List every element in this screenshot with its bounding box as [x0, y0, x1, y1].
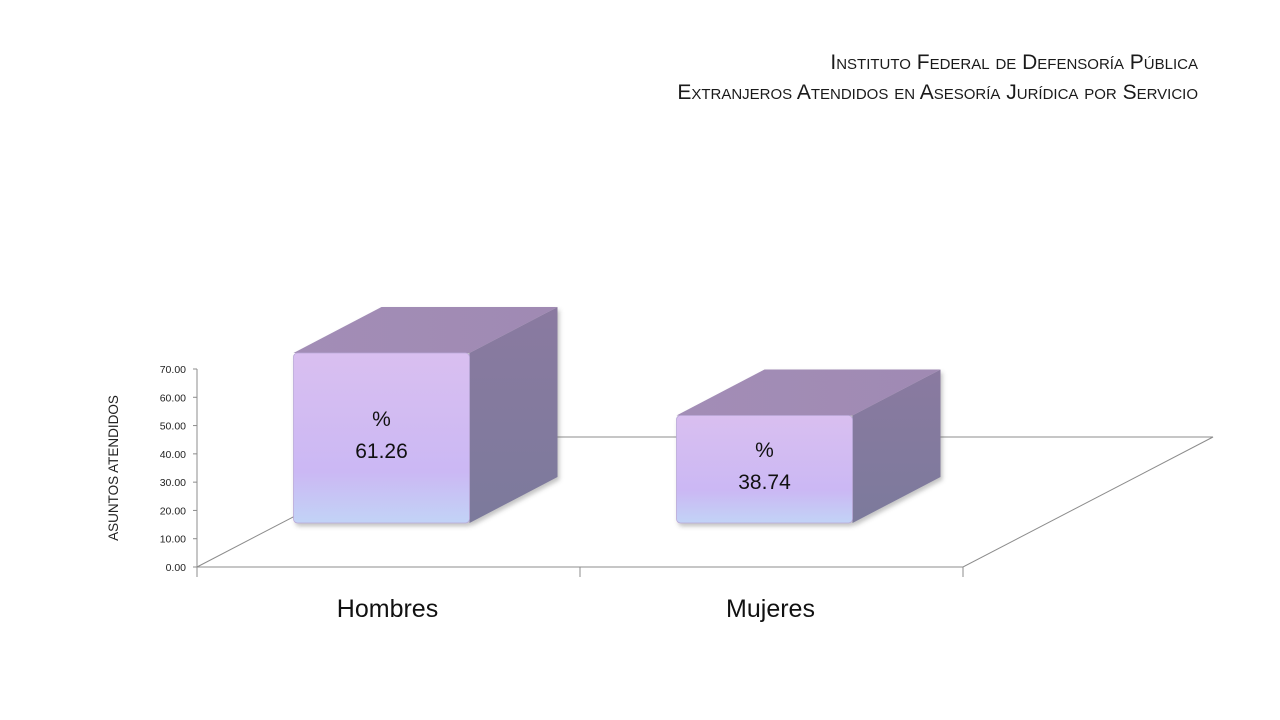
bar-hombres — [293, 307, 558, 524]
y-tick-label: 50.00 — [160, 421, 186, 433]
title-block: Instituto Federal de Defensoría Pública … — [677, 48, 1198, 108]
bar-front-face — [293, 352, 470, 524]
bar-side-face — [852, 369, 941, 523]
bar-front-face — [676, 415, 853, 524]
y-tick-label: 0.00 — [166, 562, 187, 574]
y-tick-label: 20.00 — [160, 505, 186, 517]
bar-top-face — [293, 307, 558, 353]
y-axis: 0.00 10.00 20.00 30.00 40.00 50.00 60.00 70.00 A… — [106, 364, 198, 575]
data-labels: % 61.26 % 38.74 — [355, 408, 791, 494]
bar-top-face — [676, 369, 941, 416]
bars — [293, 307, 941, 524]
x-category-label: Mujeres — [726, 595, 815, 623]
y-tick-label: 60.00 — [160, 392, 186, 404]
bar-mujeres — [676, 369, 941, 524]
chart-subtitle: Extranjeros Atendidos en Asesoría Jurídi… — [677, 81, 1198, 104]
bar-side-face — [469, 307, 558, 523]
y-tick-label: 40.00 — [160, 449, 186, 461]
data-label-value: 38.74 — [738, 471, 791, 494]
data-label-prefix: % — [755, 439, 774, 462]
y-tick-label: 10.00 — [160, 534, 186, 546]
y-axis-title: ASUNTOS ATENDIDOS — [106, 395, 121, 541]
chart-title: Instituto Federal de Defensoría Pública — [830, 51, 1198, 74]
x-axis: Hombres Mujeres — [196, 567, 964, 623]
data-label-value: 61.26 — [355, 440, 408, 463]
data-label-prefix: % — [372, 408, 391, 431]
y-tick-label: 30.00 — [160, 477, 186, 489]
x-category-label: Hombres — [337, 595, 438, 623]
y-tick-label: 70.00 — [160, 364, 186, 376]
